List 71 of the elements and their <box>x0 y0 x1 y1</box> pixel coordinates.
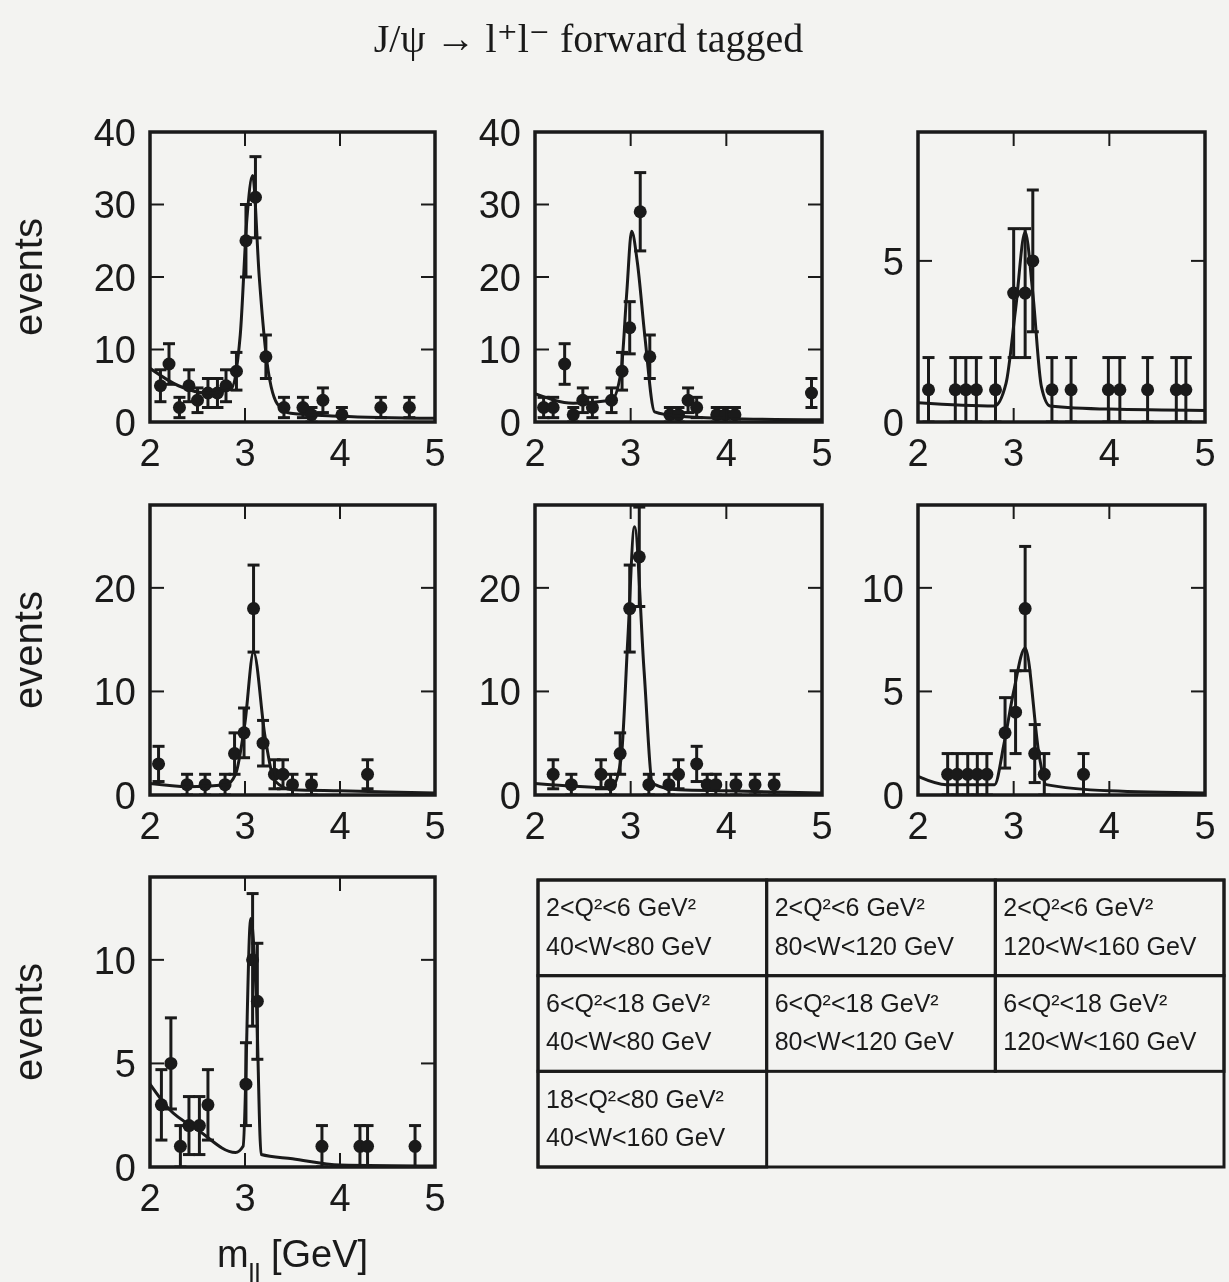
y-tick-label: 0 <box>882 401 904 444</box>
y-tick-label: 0 <box>499 774 521 817</box>
text: 2<Q²<6 GeV² <box>546 893 697 922</box>
text: 2<Q²<6 GeV² <box>774 893 925 922</box>
x-tick-label: 4 <box>1098 432 1120 474</box>
x-tick-label: 3 <box>1003 805 1025 847</box>
text: 40<W<160 GeV <box>546 1122 726 1151</box>
y-tick-label: 5 <box>114 1043 136 1086</box>
x-tick-label: 4 <box>329 432 351 474</box>
text: 6<Q²<18 GeV² <box>546 989 710 1018</box>
x-tick-label: 5 <box>1194 432 1216 474</box>
y-tick-label: 0 <box>882 774 904 817</box>
x-tick-label: 5 <box>424 432 446 474</box>
text: 80<W<120 GeV <box>774 1027 955 1056</box>
chart-title: J/ψ → l⁺l⁻ forward tagged <box>373 16 804 61</box>
y-axis-title: events <box>6 218 50 336</box>
text: 120<W<160 GeV <box>1003 1027 1197 1056</box>
y-tick-label: 10 <box>861 567 904 610</box>
y-tick-label: 20 <box>93 567 136 610</box>
y-tick-label: 20 <box>478 567 521 610</box>
y-tick-label: 0 <box>114 774 136 817</box>
text: 120<W<160 GeV <box>1003 931 1197 960</box>
x-tick-label: 4 <box>329 805 351 847</box>
x-tick-label: 3 <box>234 432 256 474</box>
y-tick-label: 20 <box>93 256 136 299</box>
y-tick-label: 0 <box>114 1146 136 1189</box>
y-tick-label: 10 <box>93 939 136 982</box>
y-tick-label: 0 <box>499 401 521 444</box>
y-tick-label: 10 <box>93 671 136 714</box>
x-tick-label: 3 <box>234 805 256 847</box>
y-tick-label: 10 <box>93 329 136 372</box>
y-tick-label: 5 <box>882 671 904 714</box>
text: 6<Q²<18 GeV² <box>1003 989 1168 1018</box>
y-tick-label: 10 <box>478 671 521 714</box>
text: 40<W<80 GeV <box>546 931 712 960</box>
y-tick-label: 20 <box>478 256 521 299</box>
x-tick-label: 4 <box>1098 805 1120 847</box>
y-tick-label: 30 <box>478 184 521 227</box>
y-tick-label: 5 <box>882 240 904 283</box>
y-axis-title: events <box>6 591 50 709</box>
x-tick-label: 2 <box>907 432 929 474</box>
x-tick-label: 3 <box>1003 432 1025 474</box>
x-tick-label: 2 <box>139 1177 161 1219</box>
x-tick-label: 5 <box>424 805 446 847</box>
text: 80<W<120 GeV <box>774 931 955 960</box>
x-tick-label: 3 <box>234 1177 256 1219</box>
text: 40<W<80 GeV <box>546 1027 712 1056</box>
x-tick-label: 3 <box>620 805 642 847</box>
x-tick-label: 2 <box>139 432 161 474</box>
y-tick-label: 0 <box>114 401 136 444</box>
y-axis-title: events <box>6 963 50 1081</box>
text: 18<Q²<80 GeV² <box>546 1084 724 1113</box>
x-tick-label: 5 <box>1194 805 1216 847</box>
x-tick-label: 2 <box>139 805 161 847</box>
x-tick-label: 5 <box>811 432 833 474</box>
text: 2<Q²<6 GeV² <box>1003 893 1154 922</box>
y-tick-label: 40 <box>478 111 521 154</box>
text: 6<Q²<18 GeV² <box>774 989 939 1018</box>
x-tick-label: 2 <box>524 432 546 474</box>
y-tick-label: 10 <box>478 329 521 372</box>
x-tick-label: 4 <box>329 1177 351 1219</box>
x-tick-label: 2 <box>907 805 929 847</box>
y-tick-label: 40 <box>93 111 136 154</box>
x-axis-title: m$_{ll}$ [GeV] <box>216 1233 369 1282</box>
y-tick-label: 30 <box>93 184 136 227</box>
x-tick-label: 5 <box>811 805 833 847</box>
x-tick-label: 4 <box>715 805 737 847</box>
x-tick-label: 5 <box>424 1177 446 1219</box>
x-tick-label: 2 <box>524 805 546 847</box>
x-tick-label: 4 <box>715 432 737 474</box>
x-tick-label: 3 <box>620 432 642 474</box>
